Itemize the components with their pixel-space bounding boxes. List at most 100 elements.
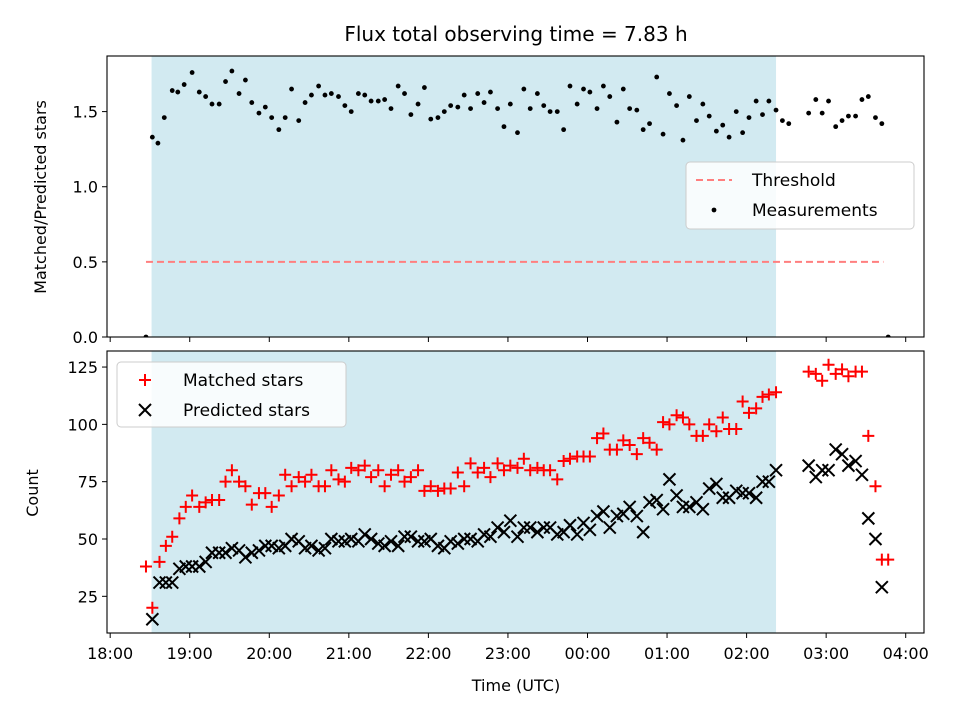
- bottom-legend-marker-predicted-stars: [138, 403, 152, 417]
- top-plot-area: [143, 68, 891, 337]
- top-measurements-point: [879, 121, 885, 127]
- bottom-predicted-stars-point: [630, 509, 644, 523]
- bottom-matched-stars-point: [199, 496, 212, 509]
- bottom-matched-stars-point: [703, 418, 716, 431]
- top-measurements-point: [395, 83, 401, 89]
- bottom-predicted-stars-point: [159, 575, 173, 590]
- bottom-x-tick-label: 03:00: [803, 644, 849, 663]
- top-measurements-point: [415, 101, 421, 107]
- bottom-predicted-stars-point: [391, 539, 405, 553]
- bottom-legend-label: Matched stars: [183, 371, 303, 391]
- bottom-matched-stars-point: [869, 480, 882, 493]
- top-measurements-point: [322, 92, 328, 98]
- bottom-predicted-stars-point: [264, 539, 279, 553]
- top-measurements-point: [461, 92, 467, 98]
- bottom-panel: 18:00 19:00 20:00 21:00 22:00 23:00 00:00 01:00…: [67, 350, 929, 663]
- bottom-predicted-stars-point: [503, 513, 518, 528]
- bottom-predicted-stars-point: [463, 532, 478, 546]
- bottom-predicted-stars-point: [828, 442, 843, 457]
- top-measurements-point: [302, 100, 308, 105]
- bottom-matched-stars-point: [742, 406, 755, 419]
- bottom-predicted-stars-point: [523, 520, 537, 535]
- bottom-matched-stars-point: [842, 370, 855, 383]
- bottom-matched-stars-point: [643, 436, 656, 449]
- bottom-predicted-stars-point: [702, 481, 716, 496]
- top-measurements-point: [468, 106, 473, 111]
- bottom-matched-stars-point: [372, 464, 385, 477]
- bottom-predicted-stars-point: [875, 580, 889, 594]
- bottom-matched-stars-point: [318, 480, 331, 493]
- top-y-axis-label: Matched/Predicted stars: [31, 100, 50, 294]
- bottom-predicted-stars-point: [735, 486, 750, 500]
- bottom-matched-stars-point: [597, 427, 610, 440]
- bottom-predicted-stars-point: [821, 463, 836, 477]
- bottom-predicted-stars-point: [404, 529, 418, 544]
- top-measurements-point: [229, 68, 235, 74]
- top-measurements-point: [428, 116, 434, 122]
- top-measurements-point: [601, 83, 606, 89]
- top-measurements-point: [647, 121, 652, 127]
- top-measurements-point: [521, 86, 527, 92]
- top-measurements-point: [216, 101, 222, 107]
- bottom-matched-stars-point: [424, 480, 437, 493]
- bottom-matched-stars-point: [292, 471, 305, 484]
- top-measurements-point: [674, 103, 679, 108]
- top-measurements-point: [839, 118, 845, 124]
- bottom-matched-stars-point: [716, 411, 729, 424]
- bottom-matched-stars-point: [233, 475, 246, 488]
- top-measurements-point: [388, 106, 394, 111]
- bottom-x-tick-label: 20:00: [246, 644, 292, 663]
- top-measurements-point: [614, 119, 620, 125]
- bottom-predicted-stars-point: [179, 559, 193, 574]
- bottom-predicted-stars-point: [517, 520, 531, 535]
- top-measurements-point: [316, 83, 322, 89]
- bottom-matched-stars-point: [551, 473, 564, 486]
- top-measurements-point: [256, 110, 262, 116]
- bottom-predicted-stars-point: [815, 463, 829, 477]
- bottom-predicted-stars-point: [252, 543, 266, 558]
- bottom-matched-stars-point: [259, 487, 272, 500]
- bottom-predicted-stars-point: [324, 532, 339, 546]
- top-legend-label: Measurements: [752, 201, 878, 221]
- bottom-predicted-stars-point: [642, 495, 657, 510]
- bottom-matched-stars-point: [464, 457, 477, 470]
- bottom-predicted-stars-point: [848, 454, 863, 468]
- bottom-predicted-stars-point: [258, 539, 273, 553]
- bottom-matched-stars-point: [159, 539, 172, 552]
- bottom-predicted-stars-point: [570, 527, 584, 542]
- bottom-predicted-stars-point: [662, 472, 677, 487]
- top-measurements-point: [362, 92, 368, 98]
- bottom-matched-stars-point: [213, 494, 226, 507]
- bottom-x-tick-label: 00:00: [564, 644, 610, 663]
- bottom-matched-stars-point: [153, 555, 166, 568]
- top-legend-label: Threshold: [751, 171, 836, 191]
- top-measurements-point: [826, 98, 831, 104]
- bottom-matched-stars-point: [882, 553, 895, 566]
- bottom-predicted-stars-point: [590, 509, 604, 523]
- top-measurements-point: [455, 104, 461, 110]
- bottom-predicted-stars-point: [344, 532, 358, 546]
- chart-title: Flux total observing time = 7.83 h: [344, 22, 687, 46]
- bottom-y-axis-label: Count: [23, 469, 42, 517]
- bottom-predicted-stars-point: [676, 500, 690, 514]
- top-measurements-point: [686, 94, 692, 99]
- bottom-matched-stars-point: [471, 466, 484, 479]
- bottom-predicted-stars-point: [284, 532, 299, 546]
- bottom-legend-label: Predicted stars: [183, 401, 310, 421]
- bottom-matched-stars-point: [663, 418, 676, 431]
- top-measurements-point: [236, 91, 242, 96]
- bottom-predicted-stars-point: [716, 491, 730, 505]
- bottom-matched-stars-point: [802, 365, 815, 378]
- bottom-matched-stars-point: [762, 388, 775, 401]
- top-measurements-point: [627, 106, 633, 111]
- bottom-matched-stars-point: [683, 418, 696, 431]
- bottom-matched-stars-point: [517, 452, 530, 465]
- top-measurements-point: [196, 89, 202, 95]
- top-measurements-point: [348, 109, 354, 114]
- bottom-predicted-stars-point: [384, 534, 398, 549]
- bottom-predicted-stars-point: [331, 534, 346, 549]
- bottom-y-tick-label: 75: [78, 473, 98, 492]
- top-measurements-point: [282, 115, 288, 121]
- bottom-x-tick-label: 01:00: [644, 644, 690, 663]
